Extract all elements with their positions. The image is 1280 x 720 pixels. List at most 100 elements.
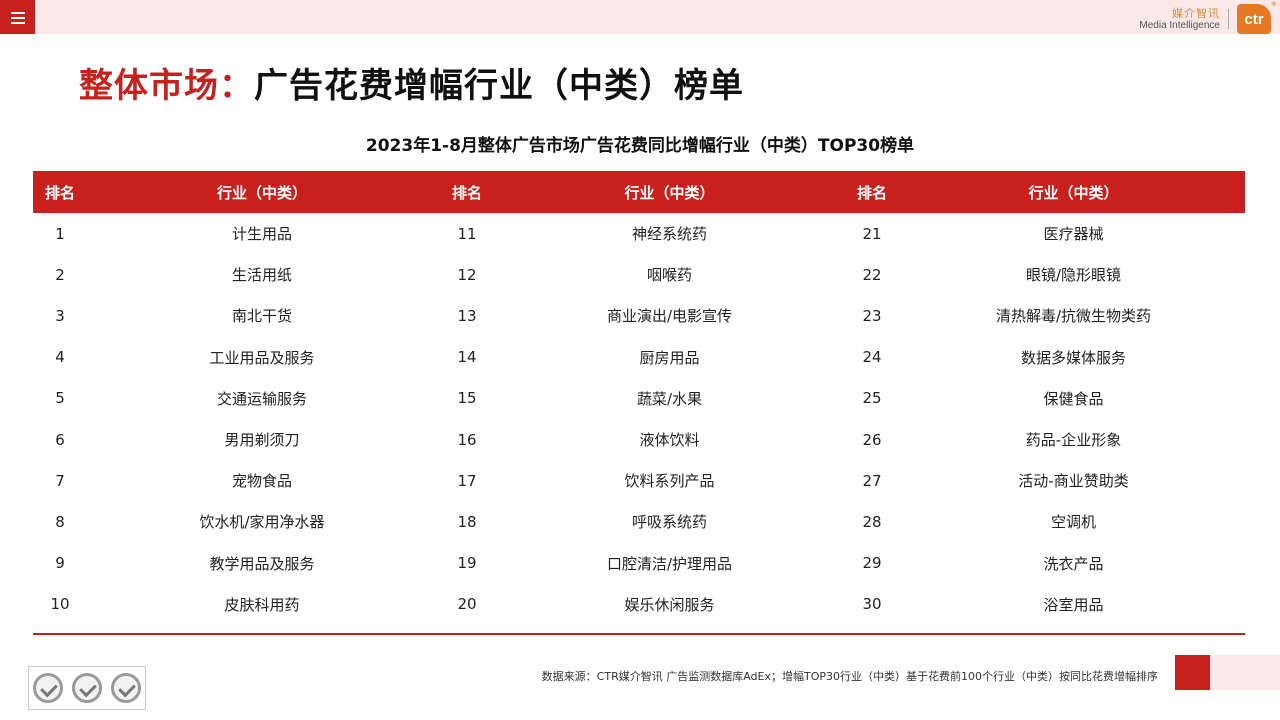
brand-divider <box>1228 9 1229 29</box>
rank-cell: 19 <box>457 554 477 573</box>
rank-cell: 18 <box>457 512 477 531</box>
table-row: 2 生活用纸 12 咽喉药 22 眼镜/隐形眼镜 <box>33 254 1245 295</box>
menu-button[interactable] <box>0 0 35 34</box>
industry-cell: 药品-企业形象 <box>1025 431 1122 450</box>
rank-cell: 8 <box>55 512 65 531</box>
sgs-seal-icon <box>33 673 64 703</box>
registered-mark: ® <box>1271 2 1276 8</box>
ranking-table: 排名 行业（中类） 排名 行业（中类） 排名 行业（中类） 1 计生用品 11 神经系… <box>33 171 1245 635</box>
rank-cell: 12 <box>457 265 477 284</box>
header-industry: 行业（中类） <box>216 183 307 202</box>
rank-cell: 29 <box>862 554 882 573</box>
table-row: 7 宠物食品 17 饮料系列产品 27 活动-商业赞助类 <box>33 460 1245 501</box>
industry-cell: 神经系统药 <box>631 225 707 244</box>
page-title-main: 广告花费增幅行业（中类）榜单 <box>254 66 744 106</box>
certification-badges <box>28 666 146 710</box>
rank-cell: 20 <box>457 595 477 614</box>
table-row: 3 南北干货 13 商业演出/电影宣传 23 清热解毒/抗微生物类药 <box>33 295 1245 336</box>
rank-cell: 11 <box>457 224 477 243</box>
industry-cell: 医疗器械 <box>1043 225 1104 244</box>
table-body: 1 计生用品 11 神经系统药 21 医疗器械 2 生活用纸 12 咽喉药 22 眼镜/隐形眼镜 3 南北… <box>33 213 1245 625</box>
industry-cell: 口腔清洁/护理用品 <box>606 554 733 573</box>
table-row: 1 计生用品 11 神经系统药 21 医疗器械 <box>33 213 1245 254</box>
table-title: 2023年1-8月整体广告市场广告花费同比增幅行业（中类）TOP30榜单 <box>365 136 915 156</box>
table-row: 5 交通运输服务 15 蔬菜/水果 25 保健食品 <box>33 378 1245 419</box>
industry-cell: 液体饮料 <box>639 431 700 450</box>
ctr-logo: ctr ® <box>1237 2 1276 34</box>
hamburger-icon <box>10 11 25 24</box>
industry-cell: 呼吸系统药 <box>631 513 707 532</box>
header-rank: 排名 <box>451 183 482 202</box>
rank-cell: 5 <box>55 389 65 408</box>
rank-cell: 2 <box>55 265 65 284</box>
industry-cell: 咽喉药 <box>646 266 692 285</box>
industry-cell: 保健食品 <box>1043 389 1104 408</box>
table-row: 6 男用剃须刀 16 液体饮料 26 药品-企业形象 <box>33 419 1245 460</box>
rank-cell: 22 <box>862 265 882 284</box>
industry-cell: 空调机 <box>1050 513 1096 532</box>
rank-cell: 15 <box>457 389 477 408</box>
brand-text: 媒介智讯 Media Intelligence <box>1139 8 1220 32</box>
rank-cell: 7 <box>55 471 65 490</box>
rank-cell: 30 <box>862 595 882 614</box>
industry-cell: 饮料系列产品 <box>624 472 715 491</box>
page-title-prefix: 整体市场： <box>79 66 254 106</box>
industry-cell: 活动-商业赞助类 <box>1018 472 1129 491</box>
industry-cell: 清热解毒/抗微生物类药 <box>995 307 1152 326</box>
top-bar <box>0 0 1280 34</box>
rank-cell: 6 <box>55 430 65 449</box>
rank-cell: 10 <box>50 595 70 614</box>
header-industry: 行业（中类） <box>624 183 715 202</box>
rank-cell: 27 <box>862 471 882 490</box>
decorative-pink-block <box>1210 655 1280 690</box>
table-header-row: 排名 行业（中类） 排名 行业（中类） 排名 行业（中类） <box>33 171 1245 213</box>
rank-cell: 13 <box>457 306 477 325</box>
industry-cell: 厨房用品 <box>639 348 700 367</box>
rank-cell: 26 <box>862 430 882 449</box>
sgs-seal-icon <box>71 673 102 703</box>
rank-cell: 21 <box>862 224 882 243</box>
sgs-seal-icon <box>110 673 141 703</box>
rank-cell: 28 <box>862 512 882 531</box>
industry-cell: 商业演出/电影宣传 <box>606 307 733 326</box>
industry-cell: 蔬菜/水果 <box>636 389 703 408</box>
industry-cell: 教学用品及服务 <box>209 554 315 573</box>
header-rank: 排名 <box>856 183 887 202</box>
rank-cell: 23 <box>862 306 882 325</box>
table-row: 4 工业用品及服务 14 厨房用品 24 数据多媒体服务 <box>33 337 1245 378</box>
industry-cell: 宠物食品 <box>231 472 292 491</box>
rank-cell: 1 <box>55 224 65 243</box>
industry-cell: 浴室用品 <box>1043 595 1104 614</box>
rank-cell: 9 <box>55 554 65 573</box>
table-bottom-rule <box>33 632 1245 635</box>
rank-cell: 14 <box>457 348 477 367</box>
industry-cell: 南北干货 <box>231 307 292 326</box>
industry-cell: 洗衣产品 <box>1043 554 1104 573</box>
source-note: 数据来源：CTR媒介智讯 广告监测数据库AdEx；增幅TOP30行业（中类）基于… <box>541 670 1158 683</box>
industry-cell: 皮肤科用药 <box>224 595 300 614</box>
rank-cell: 16 <box>457 430 477 449</box>
industry-cell: 眼镜/隐形眼镜 <box>1025 266 1122 285</box>
industry-cell: 生活用纸 <box>231 266 292 285</box>
industry-cell: 娱乐休闲服务 <box>624 595 715 614</box>
table-row: 8 饮水机/家用净水器 18 呼吸系统药 28 空调机 <box>33 501 1245 542</box>
rank-cell: 4 <box>55 348 65 367</box>
industry-cell: 数据多媒体服务 <box>1020 348 1126 367</box>
table-row: 9 教学用品及服务 19 口腔清洁/护理用品 29 洗衣产品 <box>33 543 1245 584</box>
industry-cell: 饮水机/家用净水器 <box>199 513 325 532</box>
table-row: 10 皮肤科用药 20 娱乐休闲服务 30 浴室用品 <box>33 584 1245 625</box>
rank-cell: 24 <box>862 348 882 367</box>
brand-cn: 媒介智讯 <box>1172 7 1220 20</box>
industry-cell: 工业用品及服务 <box>209 348 315 367</box>
industry-cell: 计生用品 <box>231 225 292 244</box>
rank-cell: 17 <box>457 471 477 490</box>
industry-cell: 男用剃须刀 <box>224 431 300 450</box>
industry-cell: 交通运输服务 <box>216 389 307 408</box>
header-industry: 行业（中类） <box>1028 183 1119 202</box>
rank-cell: 25 <box>862 389 882 408</box>
ctr-logo-text: ctr <box>1244 10 1264 28</box>
brand-en: Media Intelligence <box>1139 20 1220 31</box>
header-rank: 排名 <box>44 183 75 202</box>
decorative-red-block <box>1175 655 1210 690</box>
rank-cell: 3 <box>55 306 65 325</box>
